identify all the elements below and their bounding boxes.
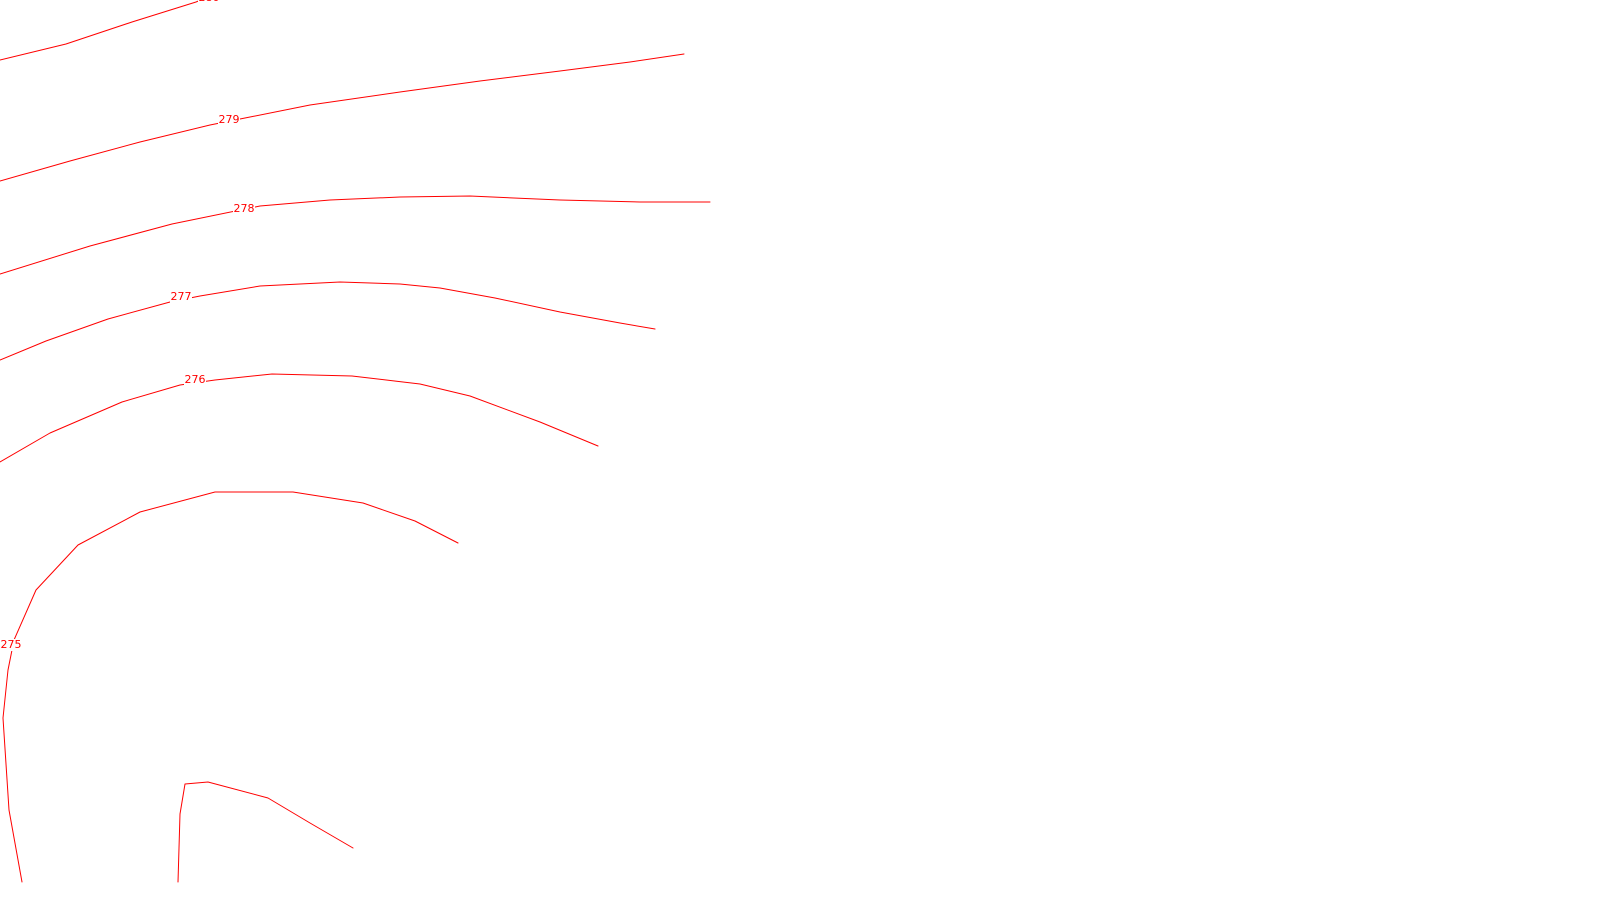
label-279-background (218, 114, 240, 126)
contour-line-276 (0, 373, 599, 463)
contour-labels-group: 280 279 278 277 276 275 (0, 0, 255, 651)
contour-label-279: 279 (219, 113, 240, 126)
contour-label-275: 275 (1, 638, 22, 651)
label-276-background (184, 374, 206, 386)
label-277-background (170, 291, 192, 303)
label-275-background (0, 639, 22, 651)
label-278-background (233, 203, 255, 215)
contour-line-280 (0, 0, 203, 61)
label-280-background (198, 0, 220, 4)
contour-label-277: 277 (171, 290, 192, 303)
contour-line-279 (0, 53, 685, 182)
contour-label-278: 278 (234, 202, 255, 215)
contour-label-276: 276 (185, 373, 206, 386)
contour-line-275-inner (177, 781, 354, 883)
contour-line-275-outer (2, 491, 459, 883)
contour-lines-group (0, 0, 711, 883)
contour-line-278 (0, 195, 711, 275)
contour-label-280: 280 (199, 0, 220, 4)
contour-line-277 (0, 281, 656, 361)
